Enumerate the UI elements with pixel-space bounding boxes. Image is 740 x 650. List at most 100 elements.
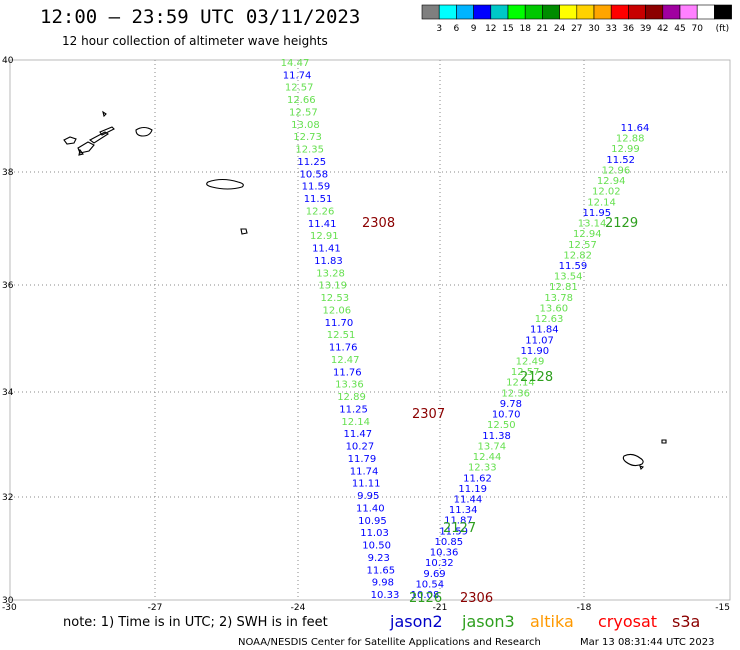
legend-swatch bbox=[542, 4, 560, 20]
pass-time-label: 2127 bbox=[443, 521, 476, 536]
wave-height-value: 11.41 bbox=[312, 244, 341, 255]
lon-tick-label: -18 bbox=[577, 603, 592, 613]
wave-height-value: 10.33 bbox=[371, 590, 400, 601]
lon-tick-label: -15 bbox=[715, 603, 730, 613]
island-outline bbox=[661, 439, 667, 444]
wave-height-value: 12.57 bbox=[511, 367, 540, 378]
island-outline bbox=[240, 228, 248, 235]
altimeter-tracks: 14.4711.7412.5712.6612.5713.0812.7312.35… bbox=[281, 58, 650, 601]
wave-height-value: 9.69 bbox=[423, 569, 445, 580]
legend-label: 18 bbox=[519, 24, 531, 34]
lat-tick-label: 30 bbox=[2, 596, 14, 606]
legend-swatch bbox=[576, 4, 595, 20]
wave-height-value: 11.44 bbox=[454, 494, 483, 505]
legend-swatch bbox=[662, 4, 681, 20]
legend-label: 33 bbox=[605, 24, 616, 34]
legend-label: (ft) bbox=[716, 24, 730, 34]
wave-height-value: 13.36 bbox=[335, 380, 364, 391]
wave-height-value: 12.63 bbox=[535, 314, 564, 325]
pass-labels: 2308 2129 2128 2307 2127 2126 2306 bbox=[362, 216, 638, 606]
wave-height-value: 10.70 bbox=[492, 410, 521, 421]
island-outline bbox=[622, 453, 644, 467]
lon-tick-label: -21 bbox=[433, 603, 448, 613]
map-frame bbox=[9, 59, 731, 601]
wave-height-value: 12.94 bbox=[597, 176, 626, 187]
legend-swatch bbox=[524, 4, 543, 20]
island-outline bbox=[206, 178, 244, 190]
lon-tick-label: -24 bbox=[291, 603, 306, 613]
wave-height-value: 12.91 bbox=[310, 231, 339, 242]
wave-height-value: 11.76 bbox=[329, 343, 358, 354]
legend-label: 39 bbox=[640, 24, 652, 34]
footer: note: 1) Time is in UTC; 2) SWH is in fe… bbox=[63, 612, 715, 648]
pass-time-label: 2308 bbox=[362, 216, 395, 231]
wave-height-value: 13.19 bbox=[318, 281, 347, 292]
legend-label: 12 bbox=[485, 24, 496, 34]
wave-height-value: 11.19 bbox=[458, 484, 487, 495]
legend-label: 36 bbox=[623, 24, 635, 34]
legend-swatch bbox=[696, 4, 715, 20]
island-outline bbox=[78, 148, 84, 156]
wave-height-value: 11.64 bbox=[621, 123, 650, 134]
legend-label: 3 bbox=[436, 24, 442, 34]
wave-height-value: 12.66 bbox=[287, 95, 316, 106]
wave-height-value: 11.03 bbox=[360, 528, 389, 539]
wave-height-value: 11.83 bbox=[314, 256, 343, 267]
wave-height-value: 11.59 bbox=[439, 526, 468, 537]
credit-text: NOAA/NESDIS Center for Satellite Applica… bbox=[238, 637, 541, 648]
footer-note: note: 1) Time is in UTC; 2) SWH is in fe… bbox=[63, 615, 328, 630]
legend-label: 42 bbox=[657, 24, 668, 34]
wave-height-value: 13.28 bbox=[316, 268, 345, 279]
wave-height-value: 12.81 bbox=[549, 282, 578, 293]
island-outline bbox=[99, 126, 115, 136]
wave-height-value: 11.52 bbox=[606, 155, 635, 166]
lon-tick-label: -27 bbox=[148, 603, 163, 613]
wave-height-value: 12.49 bbox=[516, 357, 545, 368]
wave-height-value: 12.33 bbox=[468, 463, 497, 474]
wave-height-value: 11.07 bbox=[525, 335, 554, 346]
legend-swatch bbox=[593, 4, 612, 20]
wave-height-value: 11.65 bbox=[366, 565, 395, 576]
wave-height-value: 12.99 bbox=[611, 144, 640, 155]
island-outline bbox=[135, 126, 153, 137]
wave-height-value: 9.23 bbox=[368, 553, 390, 564]
wave-height-value: 11.38 bbox=[482, 431, 511, 442]
legend-label: 70 bbox=[691, 24, 703, 34]
legend-swatch bbox=[438, 4, 457, 20]
wave-height-value: 11.59 bbox=[559, 261, 588, 272]
legend-label: 21 bbox=[537, 24, 548, 34]
wave-height-value: 12.57 bbox=[289, 107, 318, 118]
satellite-legend-item: jason2 bbox=[389, 612, 443, 631]
wave-height-value: 12.57 bbox=[568, 240, 597, 251]
legend-label: 30 bbox=[588, 24, 600, 34]
wave-height-value: 12.14 bbox=[506, 378, 535, 389]
wave-height-value: 12.35 bbox=[295, 145, 324, 156]
wave-height-value: 12.96 bbox=[602, 165, 631, 176]
wave-height-value: 9.78 bbox=[500, 399, 522, 410]
island-outline bbox=[639, 465, 645, 471]
wave-height-value: 11.87 bbox=[444, 516, 473, 527]
wave-height-value: 13.78 bbox=[544, 293, 573, 304]
wave-height-value: 10.32 bbox=[425, 558, 454, 569]
wave-height-value: 12.06 bbox=[323, 305, 352, 316]
wave-height-value: 13.54 bbox=[554, 272, 583, 283]
wave-height-value: 11.25 bbox=[339, 404, 368, 415]
wave-height-value: 12.89 bbox=[337, 392, 366, 403]
wave-height-value: 11.95 bbox=[582, 208, 611, 219]
axis-labels: 40 38 36 34 32 30-30 -27 -24 -21 -18 -15 bbox=[2, 56, 730, 613]
wave-height-value: 14.47 bbox=[281, 58, 310, 69]
satellite-legend-item: jason3 bbox=[461, 612, 515, 631]
wave-height-value: 12.94 bbox=[573, 229, 602, 240]
wave-height-value: 13.14 bbox=[578, 219, 607, 230]
legend-swatch bbox=[679, 4, 698, 20]
wave-height-value: 12.14 bbox=[587, 197, 616, 208]
timestamp-text: Mar 13 08:31:44 UTC 2023 bbox=[580, 637, 715, 648]
satellite-legend-item: altika bbox=[530, 612, 574, 631]
lat-tick-label: 38 bbox=[2, 168, 14, 178]
wave-height-value: 11.25 bbox=[297, 157, 326, 168]
islands bbox=[63, 110, 667, 471]
legend-label: 24 bbox=[554, 24, 566, 34]
wave-height-value: 13.60 bbox=[540, 303, 569, 314]
legend-label: 9 bbox=[471, 24, 477, 34]
